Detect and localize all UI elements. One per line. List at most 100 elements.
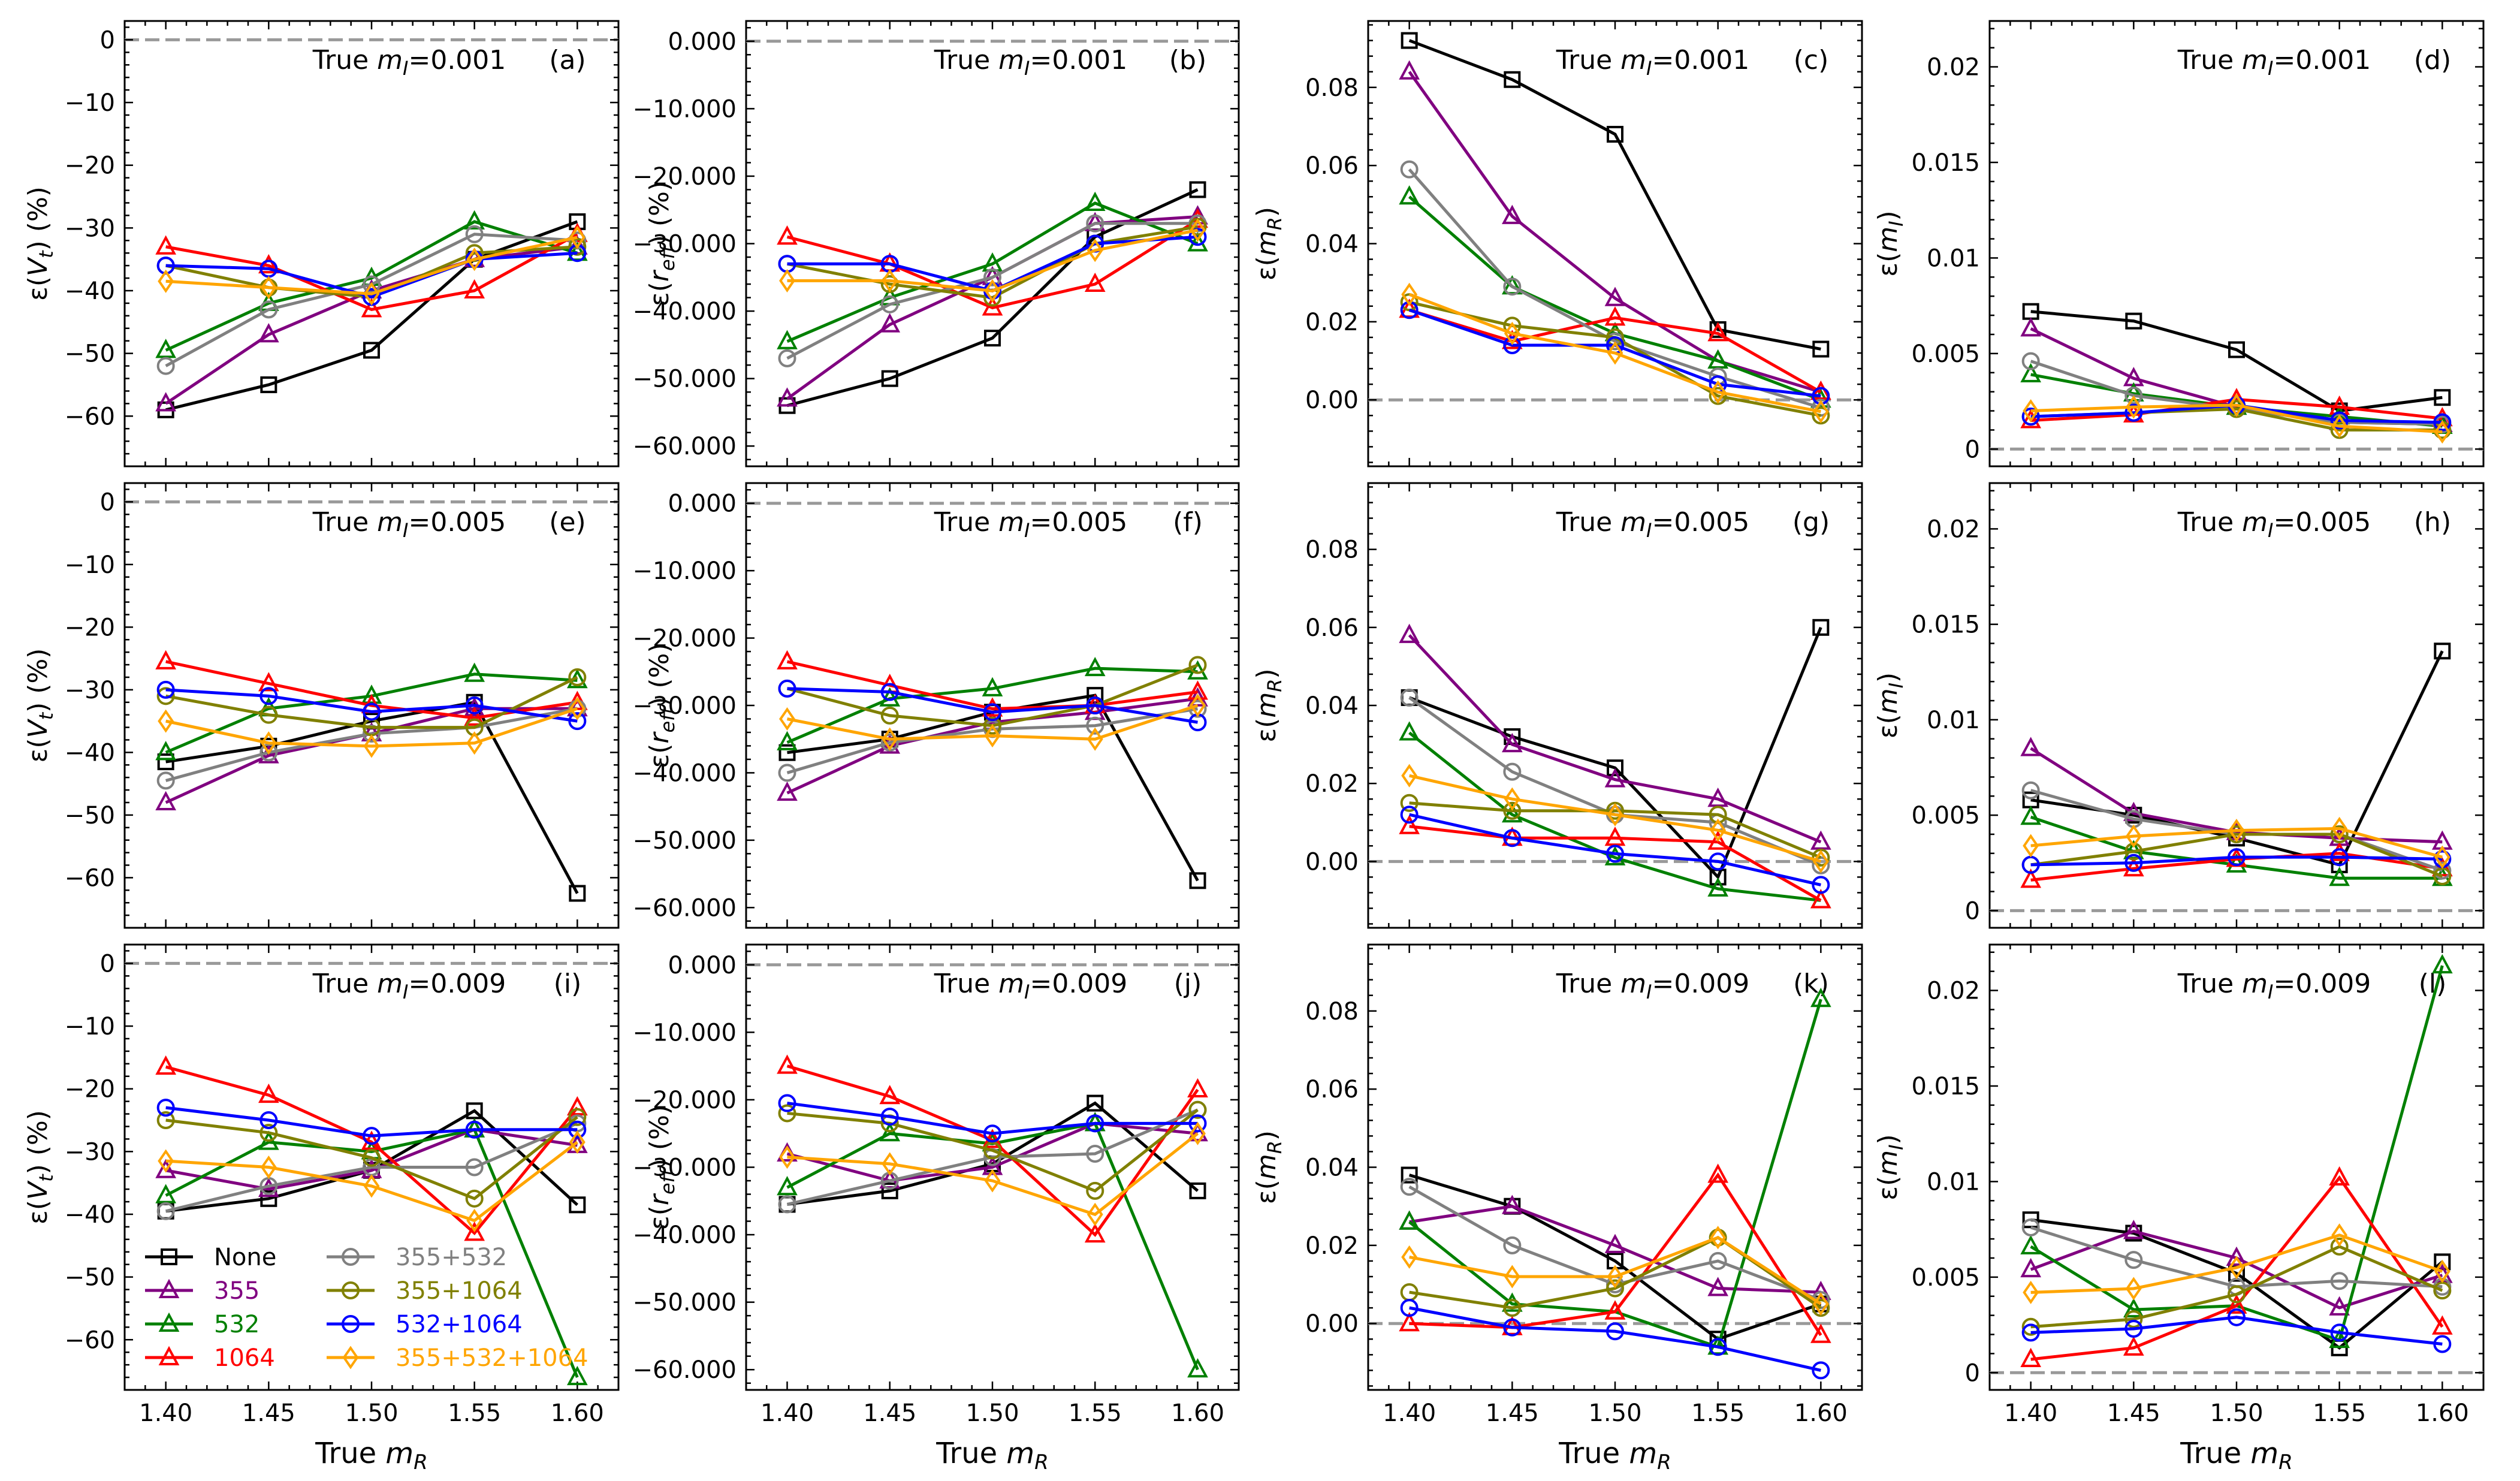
data-point [1188,228,1207,246]
data-point [1399,60,1420,80]
data-point [1710,1226,1727,1250]
data-point [2020,1235,2042,1254]
y-tick-label: −30 [65,215,115,242]
data-point [156,680,175,699]
data-point [1604,306,1626,326]
data-point [2123,1220,2144,1239]
data-point [1604,846,1626,865]
data-point [1503,801,1522,820]
data-point [568,668,587,686]
data-point [1503,1299,1522,1317]
panel-label: (l) [2419,969,2447,999]
y-tick-label: 0 [100,26,115,54]
data-point [983,1141,1001,1160]
data-point [569,225,586,249]
legend-item: 532 [145,1311,259,1338]
data-point [2123,857,2144,877]
y-tick-label: −50.000 [633,366,737,393]
series-line [787,1102,1198,1135]
data-point [258,1083,279,1103]
data-point [2434,389,2451,406]
y-tick-label: −60.000 [633,433,737,460]
y-tick-label: 0.06 [1305,614,1359,642]
data-point [1503,829,1522,847]
y-tick-label: −30.000 [633,1154,737,1182]
data-point [2228,1285,2246,1304]
y-tick-label: 0.08 [1305,74,1359,102]
data-point [1812,1292,1829,1316]
data-point [2434,1253,2451,1271]
data-point [2228,1256,2245,1280]
x-tick-label: 1.60 [551,1399,604,1427]
series-355+532+1064 [2023,816,2450,869]
data-point [2021,352,2040,370]
data-point [983,1124,1001,1143]
data-point [2431,1315,2453,1335]
data-point [1503,278,1522,296]
data-point [1812,1361,1830,1380]
data-point [464,662,485,682]
data-point [984,1169,1001,1193]
series-line [1408,39,1821,351]
panel-title: True mI=0.009 [2177,969,2371,1003]
data-point [464,706,485,726]
y-axis-label: ε(mI) [1873,672,1908,738]
series-line [1408,634,1822,844]
y-tick-label: −30 [65,1138,115,1166]
series-355+532+1064 [1401,1226,1829,1316]
data-point [2329,841,2350,861]
data-point [465,696,484,714]
data-point [1399,815,1420,834]
data-point [1501,732,1523,753]
series-line [2030,827,2443,859]
x-tick-label: 1.45 [2107,1399,2160,1427]
series-line [786,222,1198,360]
series-355+532+1064 [1401,282,1829,424]
x-axis-label: True mR [315,1437,428,1474]
series-line [2030,1316,2443,1346]
data-point [1187,1121,1208,1142]
data-point [1401,764,1418,788]
y-tick-label: 0 [1965,436,1980,463]
x-tick-label: 1.55 [1691,1399,1745,1427]
data-point [1087,1094,1104,1112]
data-point [2228,848,2246,867]
panel-f: 0.000 −10.000 −20.000 −30.000 −40.000 −50.000… [633,482,1240,929]
data-point [156,1099,175,1117]
data-point [1188,656,1207,674]
data-point [258,254,279,274]
data-point [2124,387,2143,405]
data-point [1607,759,1623,777]
series-355+532+1064 [1401,764,1829,873]
data-point [569,1130,586,1154]
series-line [165,688,578,723]
data-point [1707,1277,1729,1296]
y-tick-label: 0.04 [1305,692,1359,720]
data-point [1086,214,1104,233]
data-point [1810,1323,1831,1343]
data-point [777,225,798,245]
data-point [465,1120,484,1139]
y-tick-label: −10.000 [633,557,737,585]
y-tick-label: 0.000 [668,28,737,56]
y-tick-label: 0.000 [668,490,737,518]
data-point [1084,1223,1106,1243]
data-point [2021,1317,2040,1336]
data-point [2228,341,2245,358]
y-tick-label: −60.000 [633,1356,737,1384]
data-point [155,791,177,810]
y-tick-label: 0.02 [1927,515,1980,543]
data-point [361,684,382,704]
series-line [786,218,1199,310]
series-line [165,660,578,720]
legend-item: 355+1064 [327,1277,523,1305]
data-point [2226,1246,2247,1266]
panel-i: 1.40 1.45 1.50 1.55 1.60 True mR 0 −10 −20 −30 −40… [23,943,620,1474]
series-line [165,1121,578,1213]
data-point [1400,160,1419,179]
data-point [982,677,1003,696]
data-point [880,683,899,701]
data-point [156,1202,175,1220]
y-tick-label: −50.000 [633,1289,737,1317]
series-line [165,220,578,352]
